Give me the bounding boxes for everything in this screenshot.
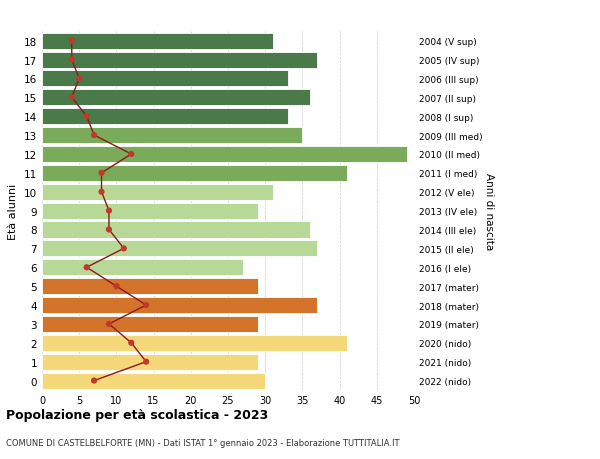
Bar xyxy=(42,373,265,389)
Point xyxy=(97,189,106,196)
Bar xyxy=(42,184,272,200)
Point xyxy=(142,358,151,365)
Point xyxy=(67,95,77,102)
Point xyxy=(119,245,128,252)
Bar xyxy=(42,297,317,313)
Bar xyxy=(42,109,287,125)
Bar xyxy=(42,260,243,276)
Point xyxy=(104,226,114,234)
Point xyxy=(142,302,151,309)
Bar xyxy=(42,316,258,332)
Bar xyxy=(42,52,317,68)
Bar xyxy=(42,335,347,351)
Point xyxy=(127,339,136,347)
Text: Popolazione per età scolastica - 2023: Popolazione per età scolastica - 2023 xyxy=(6,408,268,421)
Point xyxy=(67,57,77,64)
Y-axis label: Anni di nascita: Anni di nascita xyxy=(484,173,494,250)
Bar xyxy=(42,354,258,370)
Point xyxy=(104,207,114,215)
Point xyxy=(112,283,121,290)
Point xyxy=(82,264,91,271)
Text: COMUNE DI CASTELBELFORTE (MN) - Dati ISTAT 1° gennaio 2023 - Elaborazione TUTTIT: COMUNE DI CASTELBELFORTE (MN) - Dati IST… xyxy=(6,438,400,447)
Point xyxy=(74,76,84,83)
Point xyxy=(67,38,77,45)
Bar xyxy=(42,222,310,238)
Point xyxy=(89,377,99,384)
Bar xyxy=(42,146,407,162)
Point xyxy=(97,170,106,177)
Point xyxy=(104,320,114,328)
Point xyxy=(82,113,91,121)
Bar xyxy=(42,71,287,87)
Bar xyxy=(42,241,317,257)
Bar xyxy=(42,90,310,106)
Bar xyxy=(42,128,302,144)
Bar xyxy=(42,34,272,50)
Point xyxy=(89,132,99,140)
Point xyxy=(127,151,136,158)
Bar xyxy=(42,279,258,295)
Bar xyxy=(42,203,258,219)
Y-axis label: Età alunni: Età alunni xyxy=(8,183,19,239)
Bar xyxy=(42,165,347,181)
